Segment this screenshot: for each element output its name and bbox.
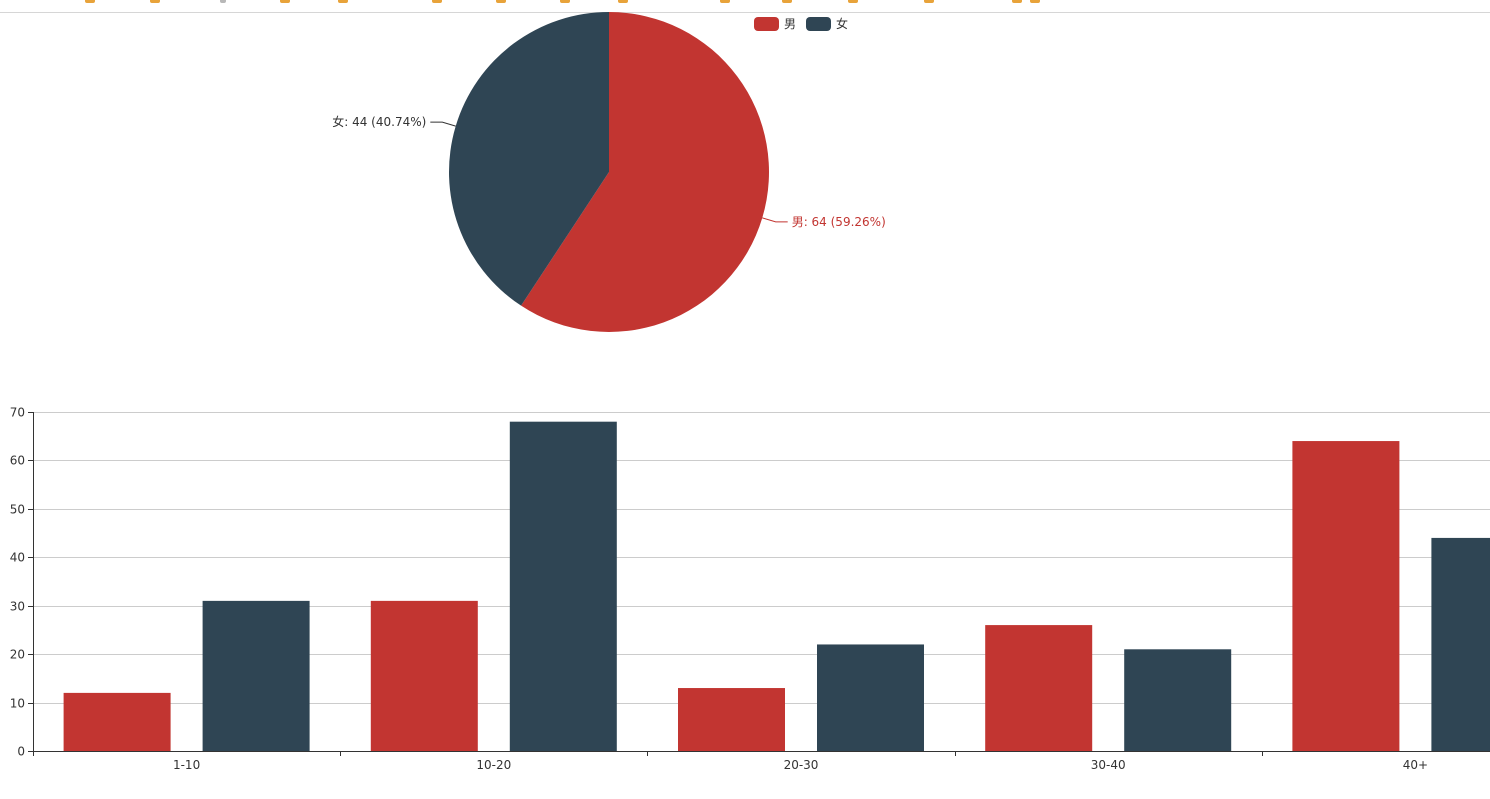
- bookmark-icon[interactable]: [496, 0, 506, 3]
- y-tick-label: 70: [10, 406, 25, 420]
- bookmark-icon[interactable]: [432, 0, 442, 3]
- bookmark-icon[interactable]: [1012, 0, 1022, 3]
- bar-male-10-20[interactable]: [370, 600, 478, 751]
- bookmark-icon[interactable]: [848, 0, 858, 3]
- y-tick-label: 30: [10, 600, 25, 614]
- bookmark-icon[interactable]: [782, 0, 792, 3]
- bar-female-30-40[interactable]: [1124, 649, 1232, 751]
- bar-male-40+[interactable]: [1292, 441, 1400, 751]
- pie-label-line: [430, 121, 456, 127]
- x-tick-label: 40+: [1403, 758, 1428, 772]
- bookmark-icon[interactable]: [618, 0, 628, 3]
- bar-female-40+[interactable]: [1431, 537, 1490, 751]
- bar-male-1-10[interactable]: [63, 692, 171, 751]
- legend-item-female[interactable]: 女: [806, 16, 848, 31]
- bar-male-30-40[interactable]: [985, 625, 1093, 751]
- y-tick-label: 50: [10, 503, 25, 517]
- bar-female-20-30[interactable]: [817, 644, 924, 751]
- x-tick-label: 10-20: [476, 758, 511, 772]
- pie-label-line: [762, 217, 788, 223]
- x-tick-label: 20-30: [784, 758, 819, 772]
- bookmark-icon[interactable]: [338, 0, 348, 3]
- legend-label-male: 男: [784, 17, 796, 31]
- pie-label: 男: 64 (59.26%): [792, 215, 886, 229]
- bookmark-icon[interactable]: [560, 0, 570, 3]
- bookmark-icon[interactable]: [280, 0, 290, 3]
- bookmark-icon[interactable]: [85, 0, 95, 3]
- legend-swatch-male: [754, 17, 779, 31]
- x-tick-label: 30-40: [1091, 758, 1126, 772]
- y-tick-label: 10: [10, 697, 25, 711]
- bookmark-icon[interactable]: [150, 0, 160, 3]
- y-tick-label: 40: [10, 551, 25, 565]
- bookmark-icon[interactable]: [1030, 0, 1040, 3]
- y-tick-label: 60: [10, 454, 25, 468]
- pie-slice-male[interactable]: [521, 12, 770, 332]
- page-icon[interactable]: [220, 0, 226, 3]
- bar-female-1-10[interactable]: [202, 600, 310, 751]
- legend-item-male[interactable]: 男: [754, 17, 796, 31]
- y-tick-label: 0: [17, 745, 25, 759]
- pie-chart: 男: 64 (59.26%) 女: 44 (40.74%): [332, 12, 886, 332]
- legend-label-female: 女: [836, 16, 848, 31]
- legend: 男 女: [754, 16, 848, 31]
- browser-bookmarks-strip: [0, 0, 1490, 13]
- pie-slice-female[interactable]: [449, 12, 609, 306]
- bookmark-icon[interactable]: [924, 0, 934, 3]
- bookmark-icon[interactable]: [720, 0, 730, 3]
- legend-swatch-female: [806, 17, 831, 31]
- x-tick-label: 1-10: [173, 758, 200, 772]
- bar-female-10-20[interactable]: [509, 421, 617, 751]
- y-tick-label: 20: [10, 648, 25, 662]
- bar-chart: 0 10 20 30 40 50 60 70 1-10 10-20 20-30 30-40 40+: [10, 406, 1490, 772]
- bar-male-20-30[interactable]: [678, 688, 785, 751]
- pie-label: 女: 44 (40.74%): [332, 114, 426, 129]
